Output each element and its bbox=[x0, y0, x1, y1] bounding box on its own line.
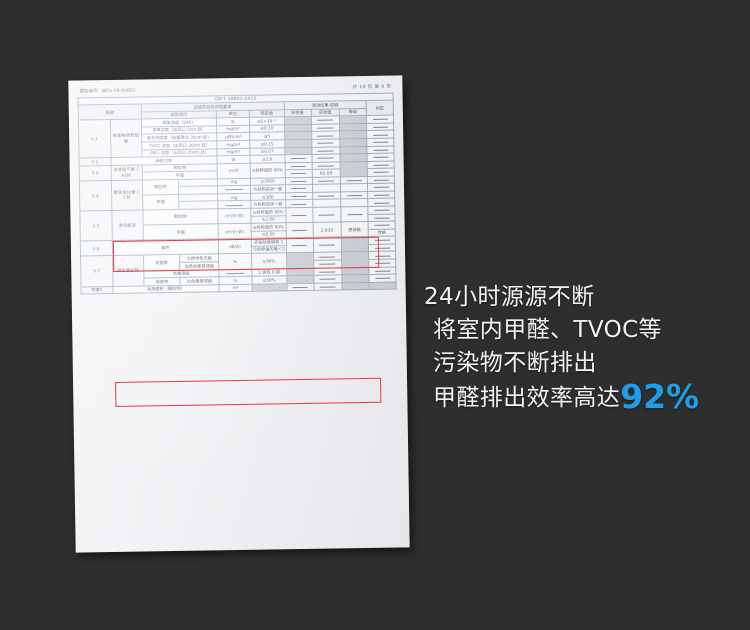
unit-cell: % bbox=[218, 253, 252, 270]
clause-cell: 5.4 bbox=[79, 180, 112, 212]
group-cell: 洁净空气量 CADR bbox=[110, 164, 143, 181]
grade-cell bbox=[340, 206, 369, 223]
grade-cell bbox=[341, 236, 369, 253]
scanned-test-report: 报告编号：WCk-16-50662 共 14 页 第 9 页 GB/T 1880… bbox=[68, 75, 410, 553]
clause-cell: 5.3 bbox=[79, 165, 111, 181]
efficiency-value: 92% bbox=[620, 377, 700, 416]
verdict-cell bbox=[369, 281, 397, 290]
header-clause: 条款 bbox=[78, 104, 142, 121]
measured-cell bbox=[312, 237, 342, 253]
page-info: 共 14 页 第 9 页 bbox=[352, 84, 392, 91]
nominal-cell bbox=[285, 237, 314, 254]
marketing-line-1: 24小时源源不断 bbox=[424, 284, 595, 310]
report-number: 报告编号：WCk-16-50662 bbox=[79, 88, 136, 95]
marketing-line-3: 污染物不断排出 bbox=[433, 350, 597, 376]
marketing-line-4-prefix: 甲醛排出效率高达 bbox=[433, 385, 621, 411]
measured-cell bbox=[313, 282, 343, 291]
item-cell: 噪声 bbox=[111, 239, 219, 256]
nominal-cell bbox=[285, 222, 313, 239]
test-results-table: GB/T 18801-2015 条款 试验项目及试验要求 测试结果·说明 判定 … bbox=[77, 92, 397, 295]
item-cell: 甲醛 bbox=[142, 194, 179, 211]
unit-cell: m³/(h·W) bbox=[217, 208, 252, 224]
item-cell: 颗粒物 bbox=[142, 179, 179, 195]
unit-cell: m² bbox=[219, 283, 253, 293]
group-cell: 微生物去除 bbox=[112, 255, 145, 287]
unit-cell: dB(A) bbox=[218, 238, 252, 255]
group-cell: 净化能效 bbox=[111, 210, 144, 241]
nominal-cell bbox=[286, 282, 314, 291]
grade-cell: 高效级 bbox=[341, 221, 369, 238]
item-cell: 甲醛 bbox=[143, 223, 219, 241]
spec-cell bbox=[252, 283, 287, 292]
item-cell: 抗菌率 bbox=[143, 254, 180, 271]
item-cell: 适用面积（颗粒物） bbox=[112, 284, 220, 294]
clause-cell: 5.1 bbox=[78, 119, 111, 159]
clause-cell: 5.6 bbox=[80, 240, 113, 257]
measured-cell bbox=[312, 206, 342, 223]
measured-cell: 2.630 bbox=[312, 222, 342, 238]
marketing-copy: 24小时源源不断 将室内甲醛、TVOC等 污染物不断排出 甲醛排出效率高达92% bbox=[424, 281, 742, 415]
grade-cell bbox=[341, 251, 369, 268]
spec-cell: ≥标称值的 90% bbox=[250, 162, 285, 179]
unit-cell: m³/h bbox=[217, 162, 251, 179]
item-cell: 颗粒物 bbox=[142, 208, 219, 226]
grade-cell bbox=[340, 161, 368, 177]
header-verdict: 判定 bbox=[366, 100, 394, 116]
spec-cell: ≥90% bbox=[251, 253, 287, 269]
unit-cell: m³/(h·W) bbox=[218, 223, 252, 240]
nominal-cell bbox=[285, 207, 313, 223]
marketing-line-4: 甲醛排出效率高达92% bbox=[424, 380, 742, 415]
grade-cell bbox=[342, 282, 370, 291]
clause-cell: 5.7 bbox=[80, 255, 113, 287]
clause-cell: 附录F bbox=[81, 286, 113, 295]
group-cell: 累积净化量 CCM bbox=[110, 179, 143, 211]
nominal-cell bbox=[286, 252, 314, 269]
group-cell: 有害物质释放量 bbox=[109, 119, 143, 158]
marketing-line-2: 将室内甲醛、TVOC等 bbox=[433, 317, 662, 343]
clause-cell: 5.5 bbox=[79, 210, 112, 242]
